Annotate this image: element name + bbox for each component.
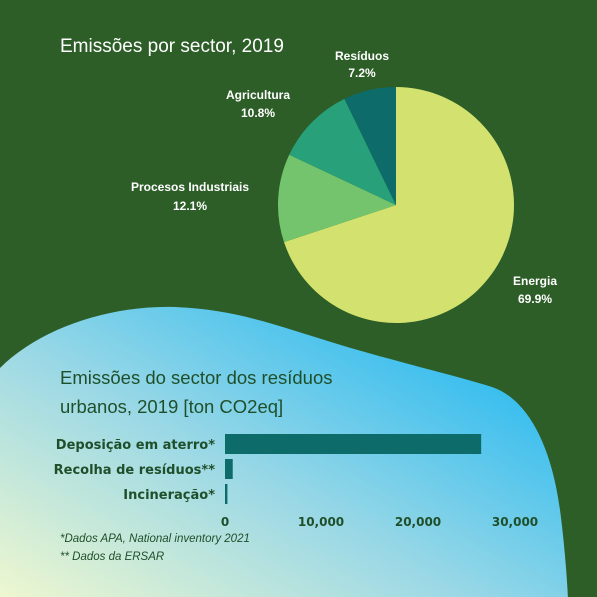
pie-chart bbox=[278, 87, 515, 323]
bar-chart-title-line-1: Emissões do sector dos resíduos bbox=[60, 367, 333, 388]
footnote-apa: *Dados APA, National inventory 2021 bbox=[60, 533, 250, 545]
x-tick-label-10000: 10,000 bbox=[298, 515, 344, 529]
pie-slice-residuos bbox=[344, 87, 396, 205]
bar-category-incineracao: Incineração* bbox=[123, 488, 215, 503]
pie-slice-agricultura bbox=[289, 98, 396, 205]
x-tick-label-20000: 20,000 bbox=[395, 515, 441, 529]
x-tick-label-30000: 30,000 bbox=[492, 515, 538, 529]
bar-chart-title-line-2: urbanos, 2019 [ton CO2eq] bbox=[60, 396, 283, 417]
pie-label-energia: Energia bbox=[513, 274, 557, 288]
pie-slice-energia bbox=[284, 87, 515, 323]
bar-incineracao bbox=[225, 484, 228, 504]
pie-value-agricultura: 10.8% bbox=[241, 106, 275, 120]
pie-label-residuos: Resíduos bbox=[335, 49, 389, 63]
pie-chart-title: Emissões por sector, 2019 bbox=[60, 36, 284, 57]
bar-recolha-de-residuos bbox=[225, 459, 233, 479]
bar-category-recolha-de-residuos: Recolha de resíduos** bbox=[54, 463, 216, 478]
pie-value-residuos: 7.2% bbox=[348, 66, 376, 80]
x-tick-label-0: 0 bbox=[221, 515, 229, 529]
bar-chart-bars bbox=[225, 434, 482, 504]
pie-slice-procesos-industriais bbox=[278, 154, 396, 243]
bar-category-deposicao-em-aterro: Deposição em aterro* bbox=[56, 438, 215, 453]
pie-value-procesos-industriais: 12.1% bbox=[173, 199, 207, 213]
footnote-ersar: ** Dados da ERSAR bbox=[60, 551, 164, 563]
bar-deposicao-em-aterro bbox=[225, 434, 482, 454]
pie-value-energia: 69.9% bbox=[518, 292, 552, 306]
pie-label-agricultura: Agricultura bbox=[226, 88, 290, 102]
pie-label-procesos-industriais: Procesos Industriais bbox=[131, 180, 249, 194]
